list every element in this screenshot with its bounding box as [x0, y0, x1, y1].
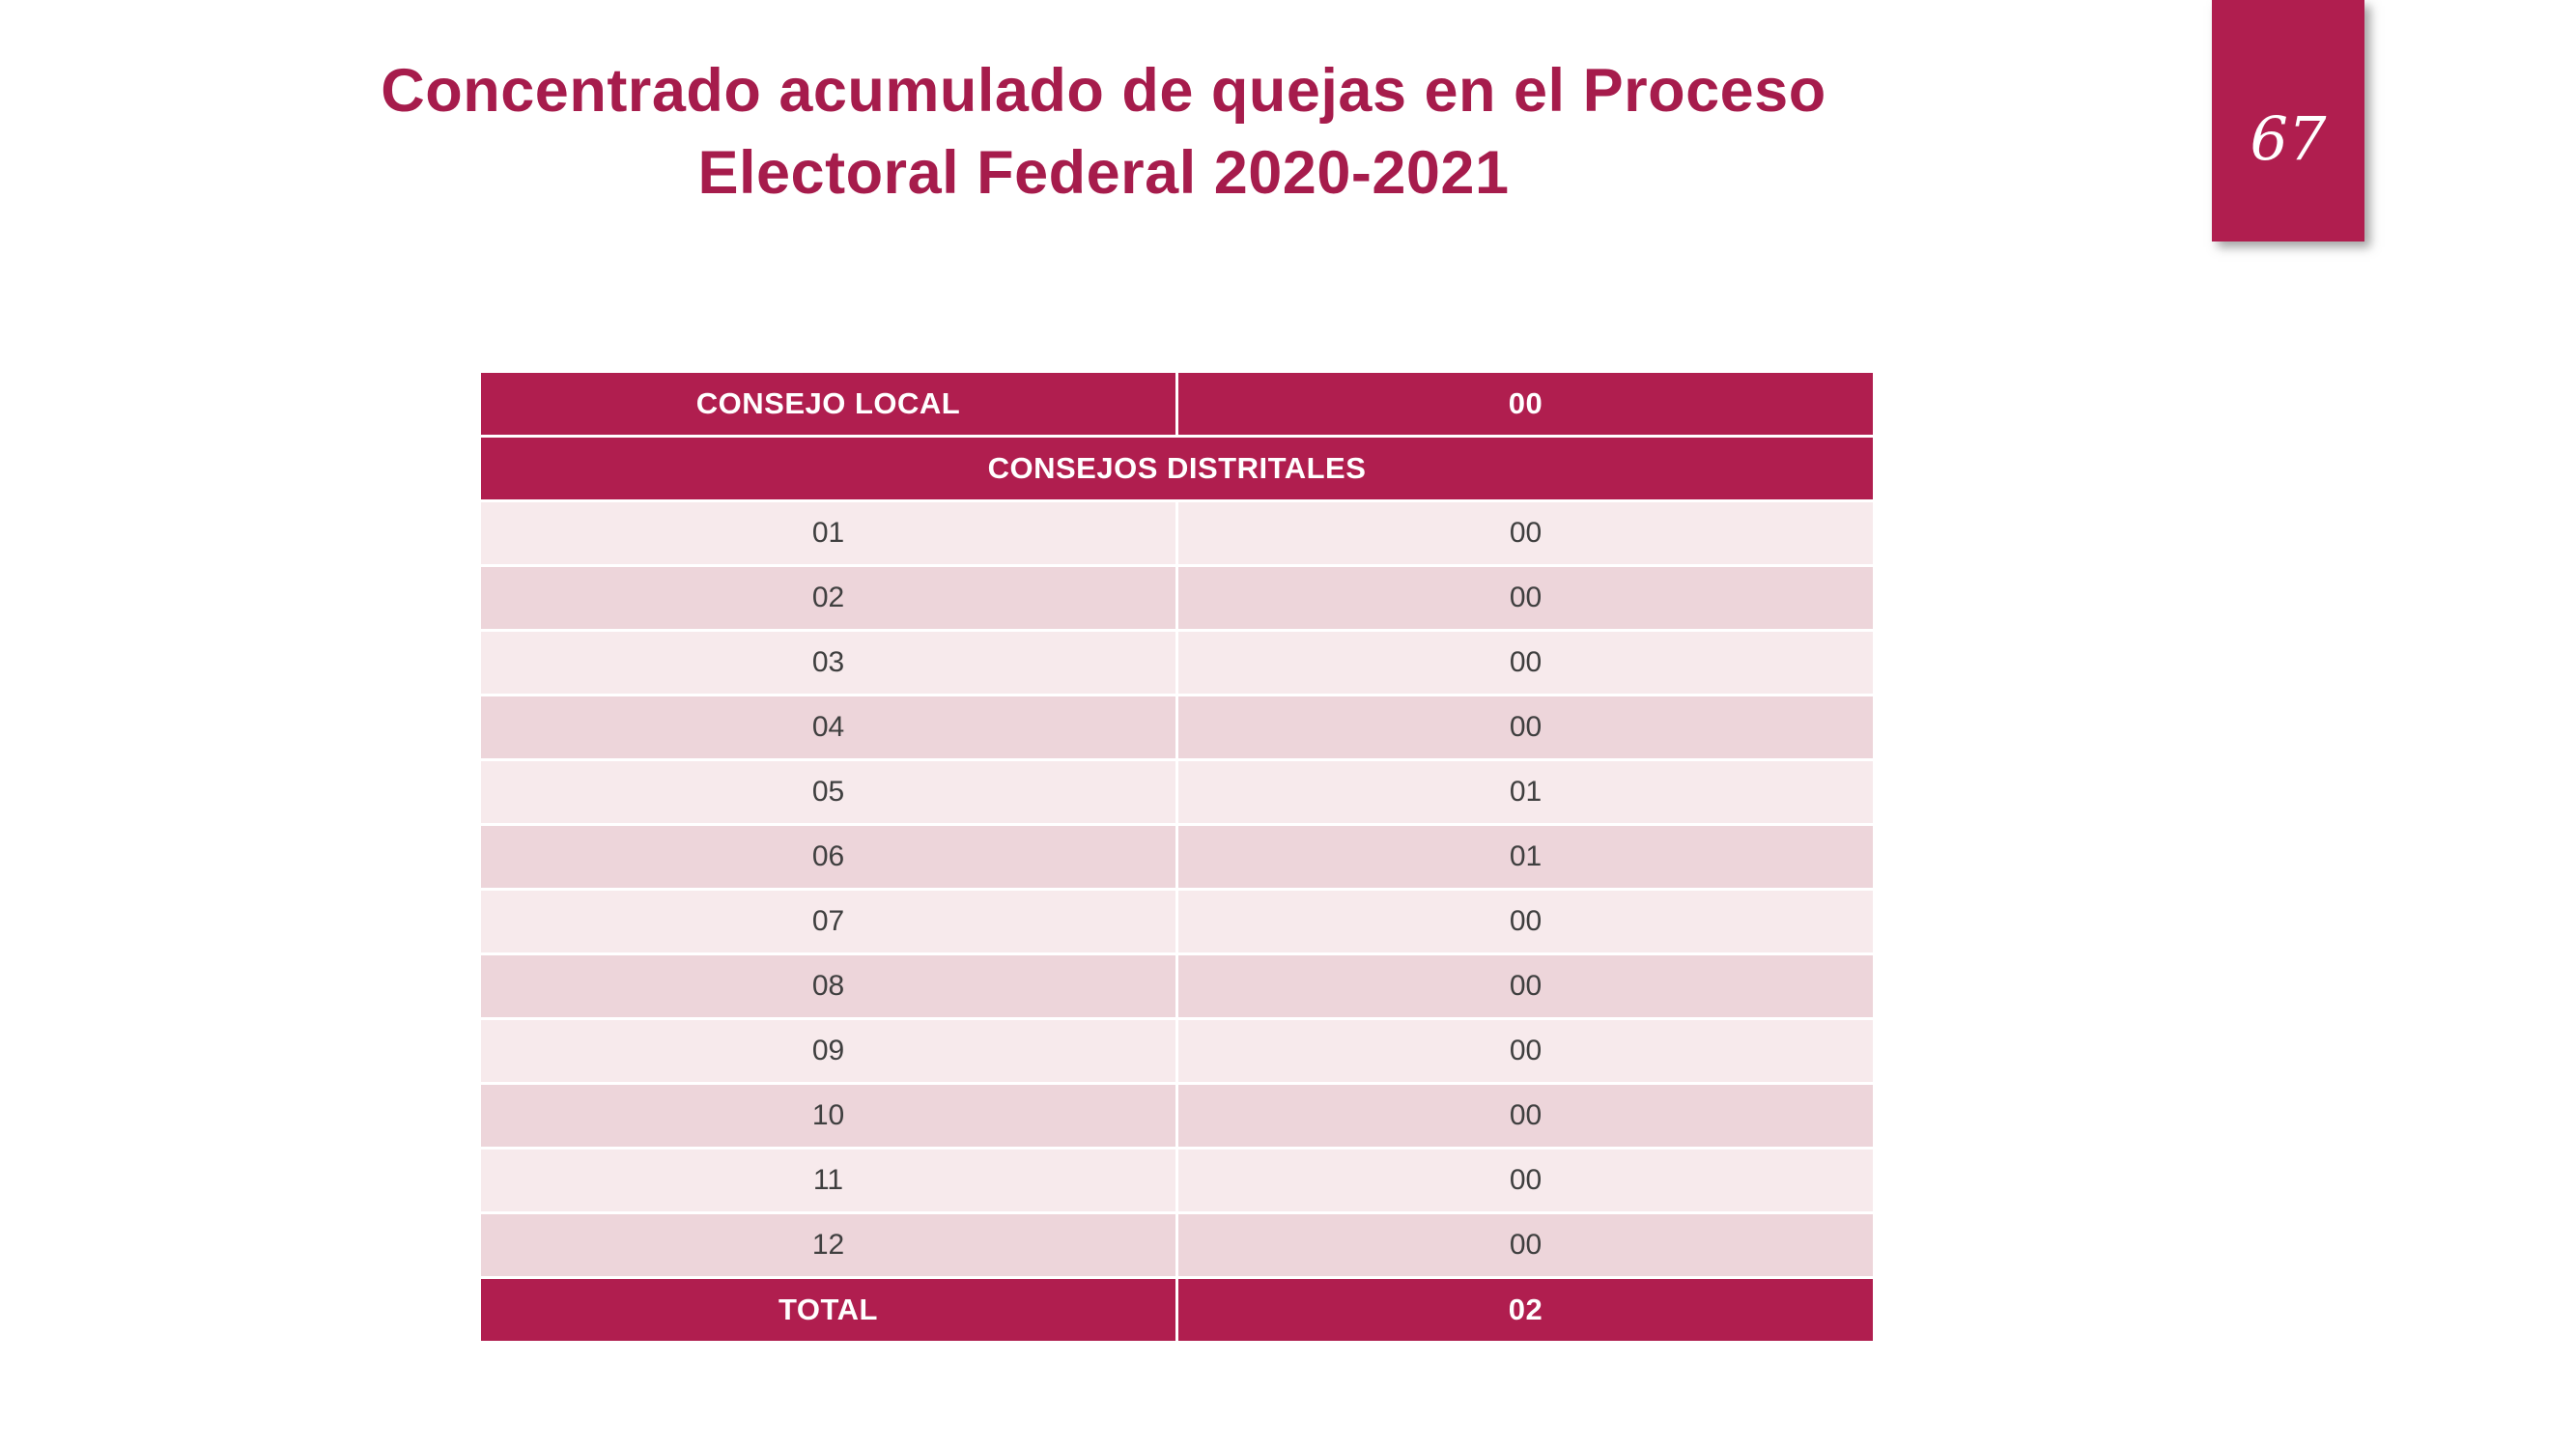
row-label: 03 — [478, 629, 1178, 696]
row-label: 07 — [478, 888, 1178, 955]
row-label: 11 — [478, 1147, 1178, 1214]
total-value: 02 — [1175, 1276, 1876, 1344]
table-row: 01 00 — [478, 499, 1876, 567]
row-label: 12 — [478, 1211, 1178, 1279]
table-row: 02 00 — [478, 564, 1876, 632]
row-value: 00 — [1175, 1082, 1876, 1150]
row-label: 08 — [478, 952, 1178, 1020]
row-value: 00 — [1175, 1211, 1876, 1279]
table-row: 05 01 — [478, 758, 1876, 826]
table-row: 12 00 — [478, 1211, 1876, 1279]
table-row: 04 00 — [478, 694, 1876, 761]
row-value: 00 — [1175, 888, 1876, 955]
page-number-badge: 67 — [2212, 0, 2364, 242]
header-consejo-local-label: CONSEJO LOCAL — [478, 370, 1178, 438]
row-value: 00 — [1175, 694, 1876, 761]
row-value: 00 — [1175, 499, 1876, 567]
table-header-row: CONSEJO LOCAL 00 — [478, 370, 1876, 438]
row-label: 09 — [478, 1017, 1178, 1085]
slide-title: Concentrado acumulado de quejas en el Pr… — [0, 50, 2207, 214]
page-number: 67 — [2250, 102, 2327, 174]
row-value: 00 — [1175, 1017, 1876, 1085]
table-row: 09 00 — [478, 1017, 1876, 1085]
row-value: 00 — [1175, 564, 1876, 632]
row-value: 00 — [1175, 1147, 1876, 1214]
section-header-consejos-distritales: CONSEJOS DISTRITALES — [478, 435, 1876, 502]
table-row: 06 01 — [478, 823, 1876, 891]
row-label: 04 — [478, 694, 1178, 761]
table-row: 10 00 — [478, 1082, 1876, 1150]
table-row: 03 00 — [478, 629, 1876, 696]
table-total-row: TOTAL 02 — [478, 1276, 1876, 1344]
row-value: 00 — [1175, 952, 1876, 1020]
row-value: 01 — [1175, 823, 1876, 891]
table-section-header-row: CONSEJOS DISTRITALES — [478, 435, 1876, 502]
header-consejo-local-value: 00 — [1175, 370, 1876, 438]
row-value: 01 — [1175, 758, 1876, 826]
row-label: 02 — [478, 564, 1178, 632]
quejas-table: CONSEJO LOCAL 00 CONSEJOS DISTRITALES 01… — [478, 370, 1876, 1344]
slide-title-line2: Electoral Federal 2020-2021 — [697, 139, 1510, 208]
table-row: 08 00 — [478, 952, 1876, 1020]
table-row: 11 00 — [478, 1147, 1876, 1214]
row-value: 00 — [1175, 629, 1876, 696]
slide-title-line1: Concentrado acumulado de quejas en el Pr… — [381, 57, 1826, 125]
total-label: TOTAL — [478, 1276, 1178, 1344]
row-label: 05 — [478, 758, 1178, 826]
table-row: 07 00 — [478, 888, 1876, 955]
row-label: 06 — [478, 823, 1178, 891]
row-label: 01 — [478, 499, 1178, 567]
row-label: 10 — [478, 1082, 1178, 1150]
